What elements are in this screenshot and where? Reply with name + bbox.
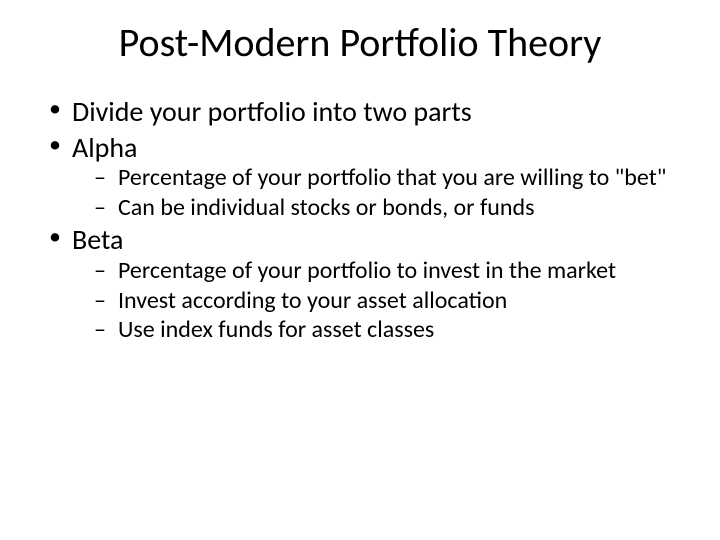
list-item: Can be individual stocks or bonds, or fu… <box>92 194 690 222</box>
bullet-text: Beta <box>72 222 123 257</box>
bullet-text: Can be individual stocks or bonds, or fu… <box>118 193 534 222</box>
list-item: Use index funds for asset classes <box>92 316 690 344</box>
slide-content: Divide your portfolio into two parts Alp… <box>30 95 690 344</box>
bullet-text: Use index funds for asset classes <box>118 315 434 344</box>
list-item: Alpha Percentage of your portfolio that … <box>46 131 690 222</box>
list-item: Beta Percentage of your portfolio to inv… <box>46 223 690 343</box>
slide-title: Post-Modern Portfolio Theory <box>30 18 690 67</box>
bullet-list-level2: Percentage of your portfolio that you ar… <box>72 164 690 221</box>
list-item: Invest according to your asset allocatio… <box>92 287 690 315</box>
bullet-text: Percentage of your portfolio to invest i… <box>118 256 616 285</box>
list-item: Percentage of your portfolio that you ar… <box>92 164 690 192</box>
bullet-text: Alpha <box>72 130 137 165</box>
bullet-list-level1: Divide your portfolio into two parts Alp… <box>46 95 690 344</box>
list-item: Percentage of your portfolio to invest i… <box>92 257 690 285</box>
bullet-text: Percentage of your portfolio that you ar… <box>118 163 666 192</box>
bullet-list-level2: Percentage of your portfolio to invest i… <box>72 257 690 344</box>
bullet-text: Invest according to your asset allocatio… <box>118 286 507 315</box>
bullet-text: Divide your portfolio into two parts <box>72 94 472 129</box>
list-item: Divide your portfolio into two parts <box>46 95 690 129</box>
